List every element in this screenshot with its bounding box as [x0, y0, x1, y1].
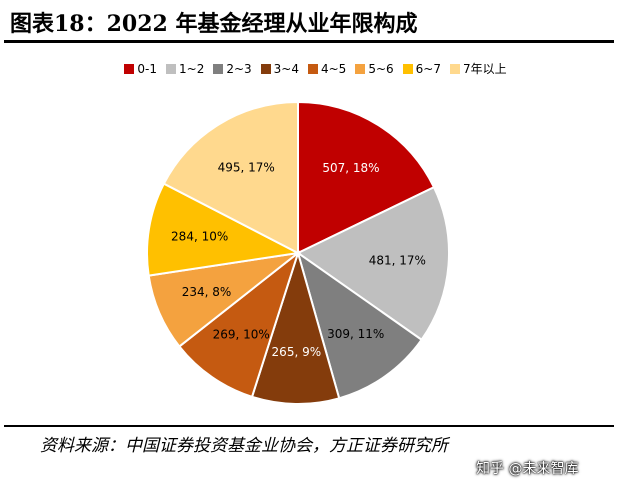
slice-data-label: 265, 9% [272, 345, 322, 359]
pie-slice [162, 100, 299, 255]
legend-label: 6~7 [415, 61, 441, 76]
legend-item: 6~7 [402, 61, 441, 76]
figure-title: 图表18：2022 年基金经理从业年限构成 [10, 11, 418, 37]
legend-item: 1~2 [166, 62, 204, 76]
pie-slice [250, 249, 341, 405]
legend-label: 0-1 [137, 61, 157, 76]
source-note: 资料来源：中国证券投资基金业协会，方正证券研究所 [40, 436, 448, 456]
pie-slice [297, 100, 436, 255]
legend-swatch [124, 63, 135, 74]
top-rule [4, 40, 614, 43]
pie-slice [296, 185, 450, 342]
slice-data-label: 495, 17% [218, 160, 275, 174]
pie-slice [146, 182, 302, 277]
watermark: 知乎 @未来智库 [476, 461, 579, 477]
legend-label: 1~2 [179, 61, 205, 76]
legend-swatch [166, 63, 176, 74]
slice-data-label: 234, 8% [182, 285, 232, 299]
legend-item: 7年以上 [449, 60, 507, 77]
legend-swatch [355, 63, 366, 74]
bottom-rule [4, 425, 614, 427]
legend-item: 0-1 [124, 62, 157, 76]
legend-swatch [402, 63, 413, 74]
slice-data-label: 269, 10% [213, 327, 270, 341]
slice-data-label: 284, 10% [171, 229, 228, 243]
slice-data-label: 507, 18% [322, 161, 379, 175]
legend-swatch [449, 63, 460, 74]
legend-item: 3~4 [260, 61, 299, 76]
chart-legend: 0-1 1~2 2~3 3~4 4~5 5~6 6~7 7年以上 [0, 60, 631, 77]
legend-item: 5~6 [355, 61, 394, 76]
legend-swatch [213, 63, 224, 74]
slice-data-label: 309, 11% [327, 327, 384, 341]
legend-swatch [260, 63, 271, 74]
legend-item: 2~3 [213, 61, 252, 76]
legend-swatch [307, 63, 318, 74]
legend-label: 4~5 [320, 61, 347, 76]
pie-slice [177, 250, 300, 399]
legend-label: 2~3 [226, 61, 252, 76]
legend-label: 3~4 [273, 61, 299, 76]
legend-item: 4~5 [307, 61, 347, 76]
legend-label: 5~6 [368, 61, 394, 76]
slice-data-label: 481, 17% [369, 254, 426, 268]
legend-label: 7年以上 [462, 62, 507, 76]
